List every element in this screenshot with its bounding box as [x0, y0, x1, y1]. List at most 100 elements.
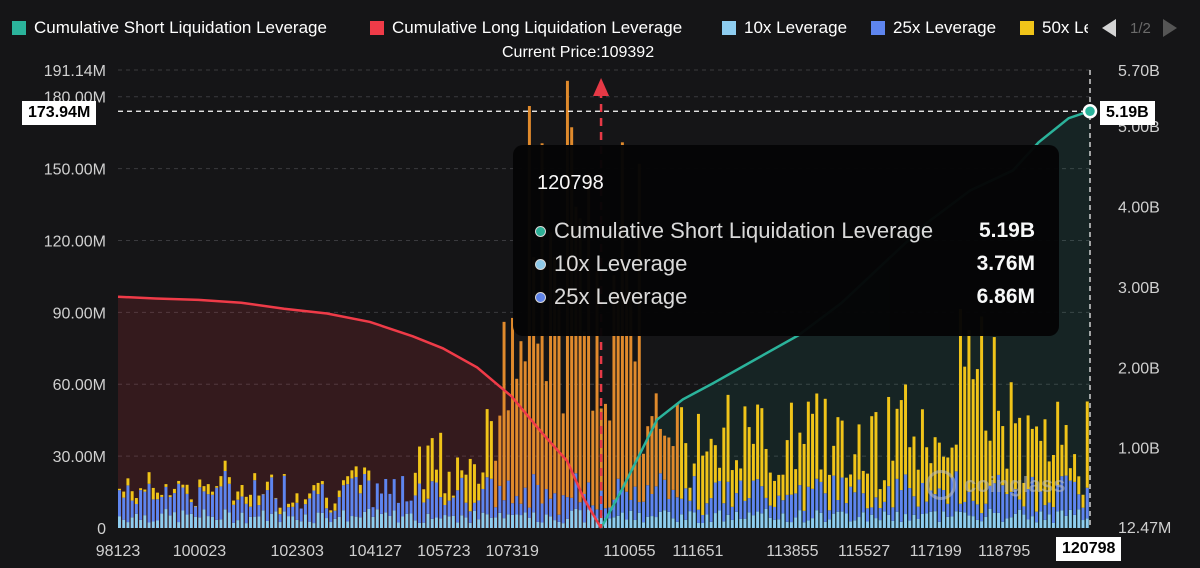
- bar-10x: [151, 521, 155, 528]
- bar-10x: [147, 522, 151, 528]
- bar-50x: [456, 457, 460, 491]
- bar-10x: [523, 512, 527, 528]
- bar-25x: [916, 506, 920, 520]
- bar-10x: [971, 516, 975, 528]
- bar-25x: [823, 493, 827, 522]
- bar-25x: [367, 480, 371, 509]
- bar-25x: [206, 494, 210, 517]
- bar-25x: [963, 501, 967, 513]
- bar-25x: [236, 499, 240, 521]
- bar-25x: [574, 473, 578, 509]
- bar-10x: [739, 518, 743, 528]
- bar-50x: [210, 491, 214, 495]
- bar-10x: [223, 509, 227, 528]
- bar-10x: [206, 516, 210, 528]
- bar-50x: [815, 393, 819, 479]
- crosshair-right-value: 5.19B: [1100, 101, 1155, 125]
- bar-25x: [380, 493, 383, 514]
- bar-50x: [485, 409, 489, 478]
- bar-25x: [874, 497, 878, 519]
- bar-25x: [827, 510, 831, 520]
- bar-50x: [629, 291, 633, 500]
- legend-item[interactable]: 10x Leverage: [722, 18, 847, 38]
- bar-25x: [1035, 511, 1039, 523]
- bar-50x: [1043, 419, 1047, 506]
- bar-25x: [468, 511, 472, 523]
- prev-page-icon[interactable]: [1102, 19, 1116, 37]
- bar-50x: [794, 469, 798, 494]
- bar-50x: [726, 394, 730, 482]
- bar-10x: [1013, 513, 1017, 528]
- bar-25x: [337, 497, 341, 517]
- bar-25x: [198, 487, 202, 518]
- bar-25x: [840, 477, 844, 512]
- bar-10x: [591, 513, 595, 528]
- bar-10x: [468, 522, 472, 528]
- legend-item[interactable]: 50x Leverage: [1020, 18, 1088, 38]
- bar-25x: [1018, 499, 1022, 510]
- bar-25x: [587, 482, 591, 510]
- bar-50x: [502, 321, 506, 501]
- bar-50x: [287, 503, 291, 508]
- bar-10x: [464, 517, 468, 528]
- bar-50x: [202, 486, 206, 492]
- bar-25x: [325, 508, 329, 519]
- bar-50x: [1018, 417, 1022, 500]
- bar-50x: [249, 494, 252, 507]
- x-tick-label: 113855: [766, 543, 818, 560]
- bar-10x: [434, 517, 438, 528]
- bar-10x: [371, 516, 375, 528]
- bar-25x: [139, 490, 143, 520]
- bar-25x: [240, 496, 244, 513]
- bar-50x: [126, 478, 130, 486]
- bar-50x: [557, 290, 561, 515]
- bar-50x: [130, 491, 134, 501]
- bar-10x: [570, 510, 574, 528]
- bar-10x: [172, 512, 176, 528]
- legend-item[interactable]: 25x Leverage: [871, 18, 996, 38]
- legend-item[interactable]: Cumulative Long Liquidation Leverage: [370, 18, 682, 38]
- bar-50x: [866, 473, 869, 509]
- bar-25x: [426, 498, 430, 514]
- legend-swatch: [370, 21, 384, 35]
- bar-50x: [975, 369, 979, 505]
- bar-25x: [802, 510, 806, 523]
- bar-25x: [591, 505, 595, 514]
- bar-10x: [701, 523, 705, 528]
- bar-25x: [595, 509, 599, 519]
- bar-25x: [527, 507, 531, 518]
- bar-10x: [582, 522, 586, 528]
- bar-10x: [418, 522, 422, 528]
- bar-25x: [929, 490, 933, 512]
- bar-50x: [134, 498, 138, 504]
- bar-25x: [164, 486, 168, 510]
- bar-25x: [819, 481, 823, 513]
- bar-25x: [456, 490, 460, 523]
- bar-10x: [143, 515, 147, 528]
- bar-50x: [282, 474, 286, 476]
- bar-10x: [312, 523, 316, 528]
- next-page-icon[interactable]: [1162, 19, 1177, 37]
- bar-50x: [988, 440, 992, 486]
- bar-50x: [954, 444, 958, 472]
- bar-10x: [908, 520, 912, 528]
- bar-25x: [447, 500, 451, 517]
- legend-label: Cumulative Short Liquidation Leverage: [34, 18, 327, 37]
- bar-25x: [604, 508, 607, 519]
- bar-25x: [912, 496, 916, 515]
- bar-50x: [747, 427, 751, 499]
- bar-10x: [984, 516, 988, 528]
- bar-50x: [337, 490, 341, 498]
- bar-50x: [472, 464, 476, 503]
- bar-25x: [434, 482, 438, 518]
- bar-25x: [975, 504, 979, 520]
- legend-pager[interactable]: 1/2: [1098, 16, 1200, 40]
- bar-10x: [756, 511, 760, 528]
- bar-50x: [612, 275, 616, 500]
- bar-10x: [1039, 511, 1043, 528]
- bar-10x: [1073, 514, 1077, 528]
- bar-25x: [375, 483, 379, 510]
- bar-50x: [971, 379, 975, 501]
- legend-item[interactable]: Cumulative Short Liquidation Leverage: [12, 18, 327, 38]
- x-tick-label: 100023: [173, 543, 226, 560]
